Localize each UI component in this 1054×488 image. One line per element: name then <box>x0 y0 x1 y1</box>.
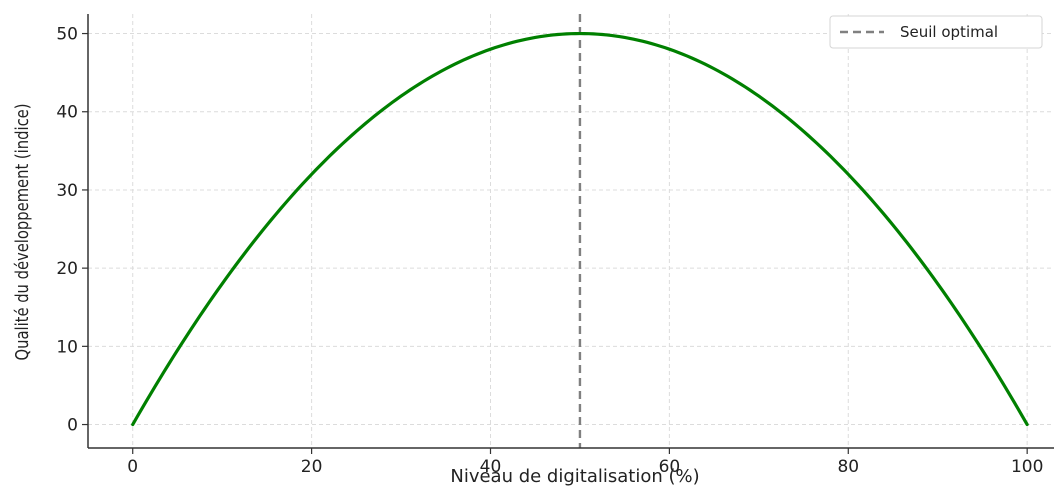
series-layer <box>131 14 1029 448</box>
x-axis-label: Niveau de digitalisation (%) <box>450 466 699 487</box>
x-tick-label: 20 <box>301 457 323 477</box>
legend: Seuil optimal <box>829 15 1043 49</box>
y-tick-label: 20 <box>56 259 78 279</box>
ticks: 0 20 40 60 80 100 0 10 20 30 40 50 <box>56 25 1043 477</box>
legend-box <box>829 15 1043 49</box>
series-line <box>131 31 1029 427</box>
axes <box>87 14 1054 449</box>
y-axis-label: Qualité du développement (indice) <box>12 104 33 361</box>
y-tick-label: 10 <box>56 337 78 357</box>
x-tick-label: 0 <box>127 457 138 477</box>
x-tick-label: 80 <box>837 457 859 477</box>
y-tick-label: 40 <box>56 103 78 123</box>
y-tick-label: 30 <box>56 181 78 201</box>
x-tick-label: 60 <box>659 457 681 477</box>
y-tick-label: 0 <box>67 416 78 436</box>
x-tick-label: 100 <box>1011 457 1043 477</box>
x-tick-label: 40 <box>480 457 502 477</box>
y-tick-label: 50 <box>56 25 78 45</box>
grid <box>88 14 1054 448</box>
legend-label: Seuil optimal <box>900 23 998 41</box>
